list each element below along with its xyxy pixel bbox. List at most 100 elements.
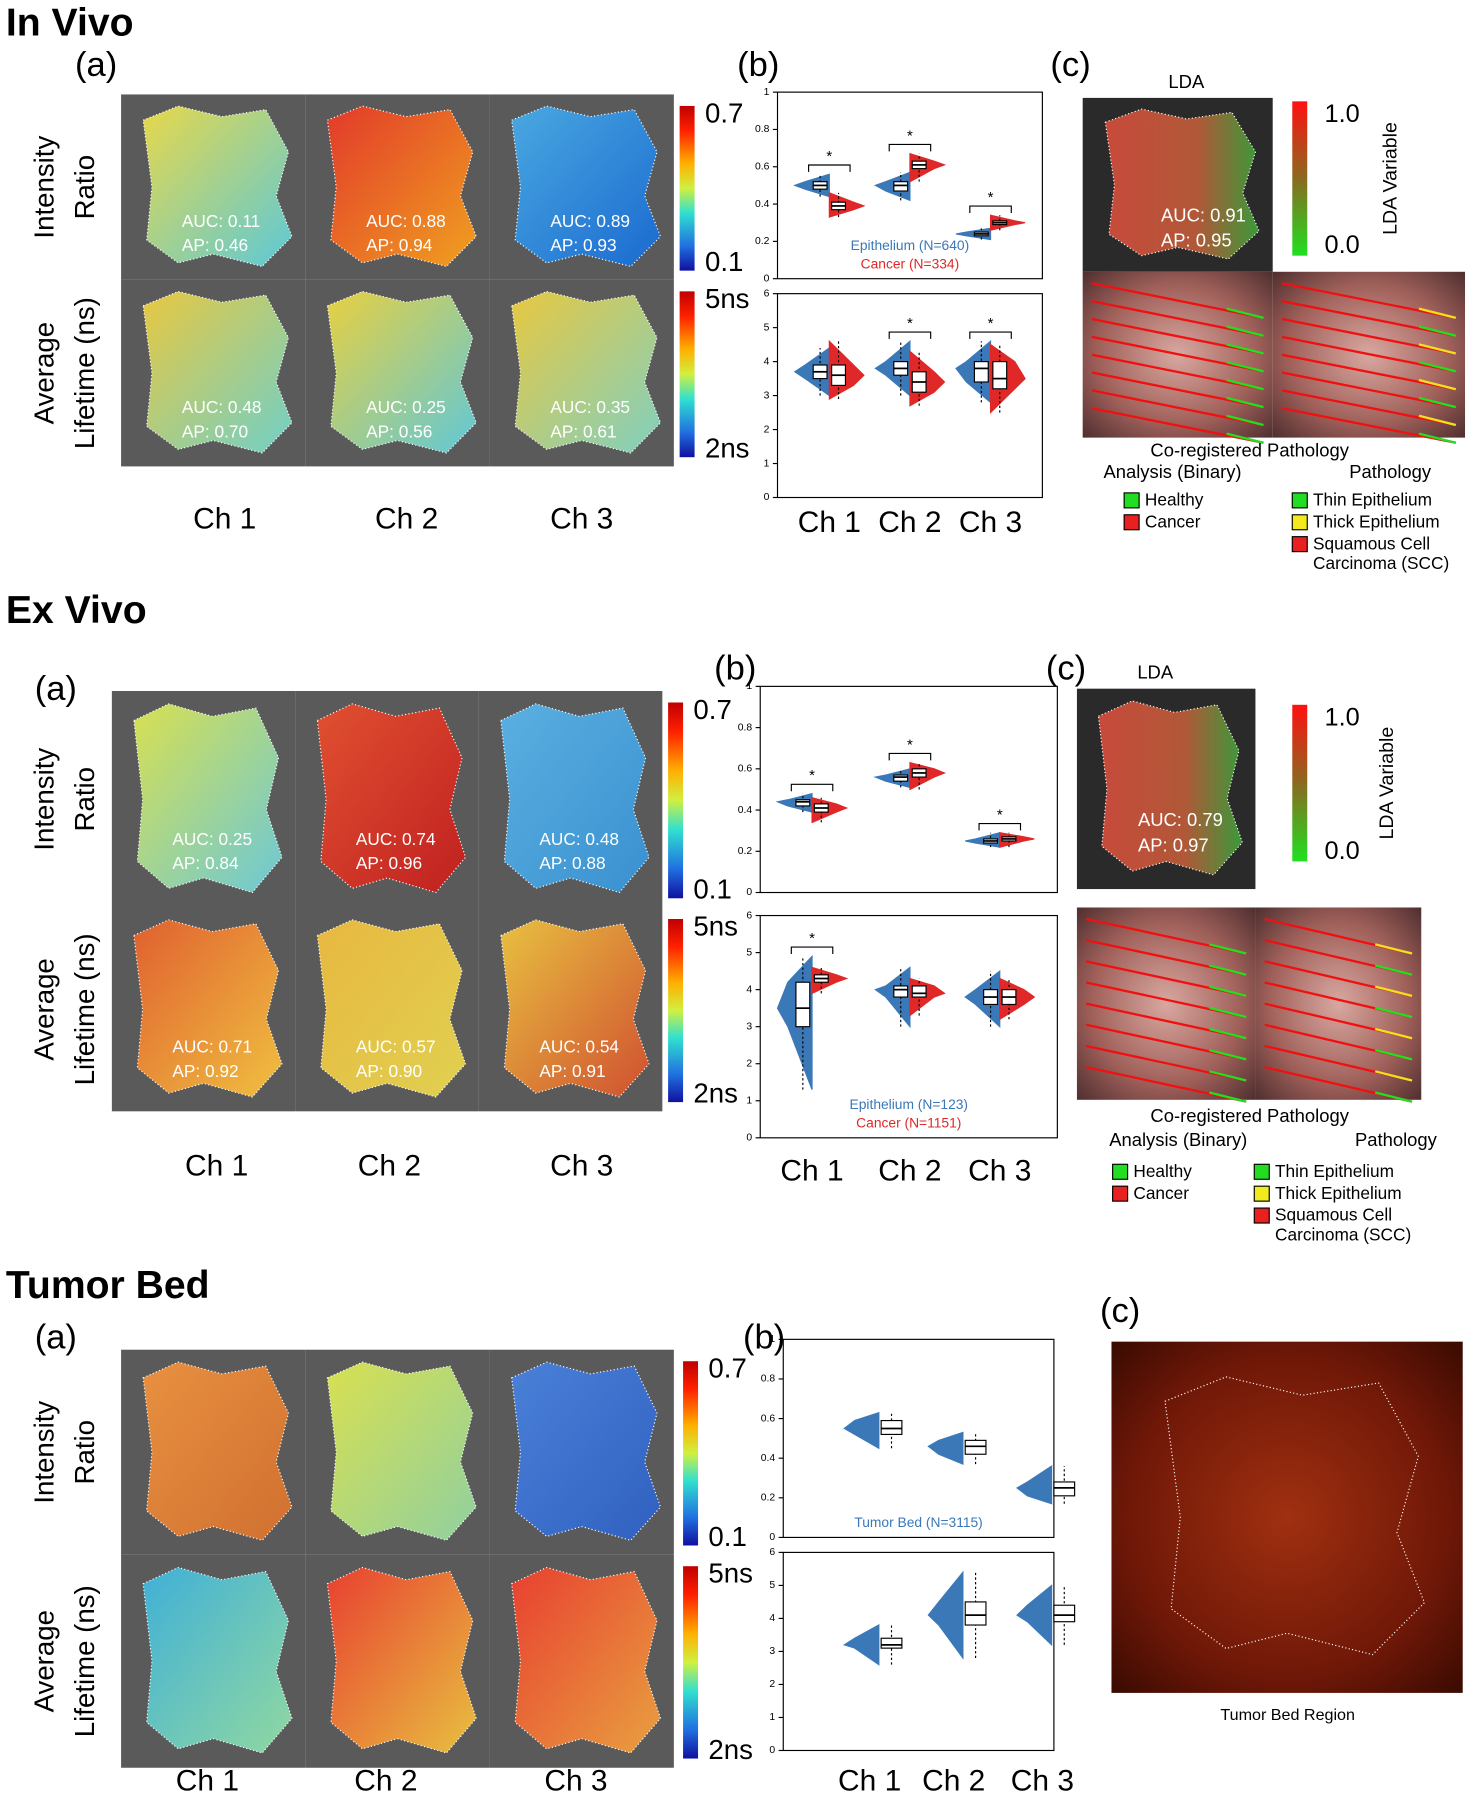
colorbar-title: LDA Variable xyxy=(1376,727,1398,840)
significance-bracket xyxy=(790,946,834,954)
y-tick-label: 3 xyxy=(769,1646,775,1657)
pathology-line xyxy=(1091,389,1264,427)
metric-label: AUC: 0.48 xyxy=(182,397,262,417)
legend-label: Epithelium (N=640) xyxy=(851,237,969,253)
y-tick-label: 0 xyxy=(769,1532,775,1543)
panel-label: (a) xyxy=(35,1318,77,1356)
lda-image xyxy=(1097,700,1244,876)
significance-bracket xyxy=(978,822,1022,831)
y-tick-label: 0.2 xyxy=(738,846,753,857)
row-label: Average xyxy=(29,322,60,424)
column-title: Pathology xyxy=(1355,1129,1438,1150)
colorbar-title: LDA Variable xyxy=(1379,122,1401,235)
column-title: Analysis (Binary) xyxy=(1109,1129,1247,1150)
pathology-line xyxy=(1281,335,1457,373)
significance-label: * xyxy=(988,315,994,332)
box xyxy=(973,361,989,383)
panel-label: (b) xyxy=(743,1318,785,1356)
pathology-line xyxy=(1281,353,1457,391)
colorbar xyxy=(668,919,684,1103)
legend-label: Cancer (N=1151) xyxy=(856,1115,961,1131)
significance-label: * xyxy=(907,315,913,332)
pathology-line xyxy=(1226,432,1264,444)
column-title: Pathology xyxy=(1349,461,1432,482)
pathology-line xyxy=(1418,414,1457,427)
legend-label: Thick Epithelium xyxy=(1275,1183,1402,1203)
significance-bracket xyxy=(969,205,1012,213)
metric-label: AUC: 0.79 xyxy=(1138,809,1223,830)
colorbar-label: 0.1 xyxy=(705,246,743,277)
significance-label: * xyxy=(997,806,1003,823)
y-tick-label: 5 xyxy=(764,322,770,333)
y-tick-label: 1 xyxy=(769,1712,775,1723)
column-title: Analysis (Binary) xyxy=(1103,461,1241,482)
colorbar xyxy=(679,105,695,271)
box xyxy=(1053,1481,1076,1497)
pathology-line xyxy=(1209,1027,1247,1040)
colorbar-label: 1.0 xyxy=(1325,703,1360,731)
row-label: Ratio xyxy=(69,155,100,220)
lda-title: LDA xyxy=(1168,71,1205,92)
pathology-lines xyxy=(1091,282,1264,444)
significance-bracket xyxy=(790,783,834,792)
pathology-line xyxy=(1418,307,1457,319)
y-tick-label: 0.2 xyxy=(755,236,770,247)
lda-title: LDA xyxy=(1137,662,1174,683)
row-label: Lifetime (ns) xyxy=(69,933,100,1085)
pathology-line xyxy=(1091,407,1264,444)
y-tick-label: 0 xyxy=(764,492,770,503)
legend-swatch xyxy=(1291,514,1308,531)
pathology-line xyxy=(1226,414,1264,427)
heatmap xyxy=(142,1361,293,1541)
pathology-line xyxy=(1226,343,1264,355)
legend-label: Squamous Cell xyxy=(1313,533,1430,553)
y-tick-label: 0.8 xyxy=(738,722,753,733)
channel-label: Ch 1 xyxy=(185,1150,248,1183)
section-title: Tumor Bed xyxy=(6,1264,210,1307)
pathology-line xyxy=(1209,1070,1247,1082)
panel-label: (b) xyxy=(737,46,779,84)
legend-swatch xyxy=(1253,1185,1270,1202)
metric-label: AP: 0.56 xyxy=(366,421,432,441)
pathology-image xyxy=(1255,907,1422,1100)
pathology-line xyxy=(1091,282,1264,319)
significance-bracket xyxy=(888,331,932,339)
plot-frame xyxy=(759,685,1058,894)
colorbar-label: 0.7 xyxy=(708,1353,746,1384)
box xyxy=(795,981,811,1028)
pathology-line xyxy=(1374,985,1413,997)
pathology-line xyxy=(1226,361,1264,373)
y-tick-label: 0 xyxy=(746,887,752,898)
y-tick-label: 0.8 xyxy=(755,124,770,135)
channel-label: Ch 3 xyxy=(550,1150,613,1183)
pathology-line xyxy=(1374,1027,1413,1040)
y-tick-label: 1 xyxy=(746,681,752,692)
pathology-line xyxy=(1209,1006,1247,1019)
pathology-line xyxy=(1226,396,1264,409)
y-tick-label: 2 xyxy=(746,1058,752,1069)
metric-label: AUC: 0.57 xyxy=(356,1037,436,1057)
pathology-lines xyxy=(1281,282,1457,444)
panel-label: (b) xyxy=(714,649,756,687)
legend-label: Thick Epithelium xyxy=(1313,511,1440,531)
pathology-line xyxy=(1209,1049,1247,1061)
caption: Tumor Bed Region xyxy=(1220,1706,1355,1724)
pathology-line xyxy=(1281,389,1457,427)
row-label: Intensity xyxy=(29,748,60,851)
legend-label: Healthy xyxy=(1145,490,1204,510)
heatmap xyxy=(500,703,650,894)
pathology-line xyxy=(1226,307,1264,319)
y-tick-label: 0.4 xyxy=(761,1453,776,1464)
pathology-line xyxy=(1209,1091,1247,1103)
colorbar-label: 0.1 xyxy=(693,874,731,905)
y-tick-label: 2 xyxy=(769,1679,775,1690)
box xyxy=(795,799,811,807)
row-label: Average xyxy=(29,958,60,1060)
metric-label: AP: 0.93 xyxy=(550,235,616,255)
pathology-line xyxy=(1091,300,1264,337)
pathology-line xyxy=(1209,943,1247,955)
legend-label: Cancer xyxy=(1145,511,1201,531)
legend-swatch xyxy=(1112,1185,1129,1202)
pathology-lines xyxy=(1264,917,1413,1103)
y-tick-label: 0.4 xyxy=(755,199,770,210)
